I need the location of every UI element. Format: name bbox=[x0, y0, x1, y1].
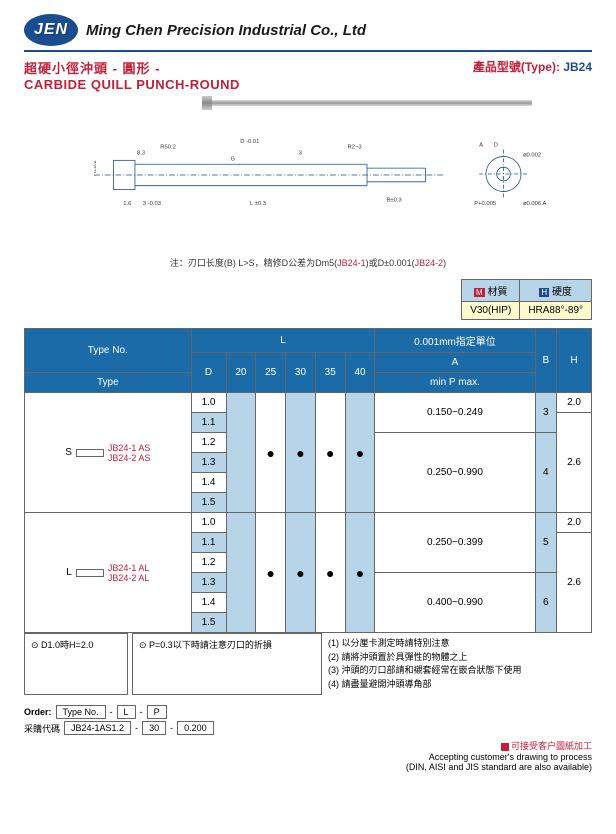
title-zh: 超硬小徑沖頭 - 圓形 - bbox=[24, 58, 240, 77]
header: JEN Ming Chen Precision Industrial Co., … bbox=[24, 14, 592, 46]
svg-text:H±0.2: H±0.2 bbox=[94, 160, 98, 176]
accepting-block: 可接受客户圖紙加工 Accepting customer's drawing t… bbox=[24, 739, 592, 772]
logo-text: JEN bbox=[34, 21, 68, 39]
foot-mid: ⊙ P=0.3以下時請注意刃口的折損 bbox=[132, 633, 322, 695]
svg-text:D: D bbox=[494, 143, 498, 149]
title-en: CARBIDE QUILL PUNCH-ROUND bbox=[24, 77, 240, 92]
svg-text:L ±0.3: L ±0.3 bbox=[250, 201, 266, 207]
svg-text:8.3: 8.3 bbox=[137, 151, 145, 157]
foot-notes: (1) 以分厘卡測定時請特別注意 (2) 請將沖頭置於具彈性的物體之上 (3) … bbox=[326, 633, 592, 695]
type-l-cell: L JB24-1 ALJB24-2 AL bbox=[25, 513, 192, 633]
svg-text:1.6: 1.6 bbox=[123, 201, 131, 207]
svg-text:D -0.01: D -0.01 bbox=[240, 139, 259, 145]
svg-text:P+0.005: P+0.005 bbox=[474, 201, 496, 207]
svg-text:R50.2: R50.2 bbox=[160, 145, 176, 151]
svg-text:⌀0.006 A: ⌀0.006 A bbox=[523, 201, 546, 207]
svg-text:G: G bbox=[230, 156, 235, 162]
svg-text:B±0.3: B±0.3 bbox=[386, 197, 401, 203]
type-s-cell: S JB24-1 ASJB24-2 AS bbox=[25, 393, 192, 513]
company-name: Ming Chen Precision Industrial Co., Ltd bbox=[86, 22, 366, 39]
drawing-note: 注：刃口长度(B) L>S，精修D公差为Dm5(JB24-1)或D±0.001(… bbox=[24, 256, 592, 269]
svg-text:R2~3: R2~3 bbox=[347, 145, 361, 151]
th-H: H bbox=[557, 329, 592, 393]
svg-text:3: 3 bbox=[299, 151, 302, 157]
title-block: 超硬小徑沖頭 - 圓形 - CARBIDE QUILL PUNCH-ROUND bbox=[24, 58, 240, 92]
spec-table: Type No. L 0.001mm指定單位 B H D 20 25 30 35… bbox=[24, 328, 592, 633]
material-table: M 材質 H 硬度 V30(HIP) HRA88°-89° bbox=[461, 279, 592, 320]
th-minmax: min P max. bbox=[375, 373, 535, 393]
type-label: 產品型號(Type): JB24 bbox=[473, 58, 592, 75]
type-code: JB24 bbox=[563, 60, 592, 74]
foot-left: ⊙ D1.0時H=2.0 bbox=[24, 633, 128, 695]
th-L: L bbox=[191, 329, 375, 353]
divider bbox=[24, 50, 592, 52]
th-A: A bbox=[375, 353, 535, 373]
svg-text:A: A bbox=[479, 143, 483, 149]
technical-drawing: H±0.2 8.3 R50.2 G D -0.01 3 R2~3 A D ⌀0.… bbox=[24, 100, 592, 250]
th-unit: 0.001mm指定單位 bbox=[375, 329, 535, 353]
material-value: V30(HIP) bbox=[462, 302, 520, 320]
th-B: B bbox=[535, 329, 557, 393]
hardness-value: HRA88°-89° bbox=[520, 302, 592, 320]
th-type: Type bbox=[25, 373, 192, 393]
th-D: D bbox=[191, 353, 226, 393]
order-row: Order: Type No. - L - P bbox=[24, 705, 592, 719]
svg-text:⌀0.002: ⌀0.002 bbox=[523, 152, 541, 158]
th-typeno: Type No. bbox=[25, 329, 192, 373]
logo: JEN bbox=[24, 14, 78, 46]
svg-text:3 -0.03: 3 -0.03 bbox=[143, 201, 161, 207]
footnotes: ⊙ D1.0時H=2.0 ⊙ P=0.3以下時請注意刃口的折損 (1) 以分厘卡… bbox=[24, 633, 592, 695]
